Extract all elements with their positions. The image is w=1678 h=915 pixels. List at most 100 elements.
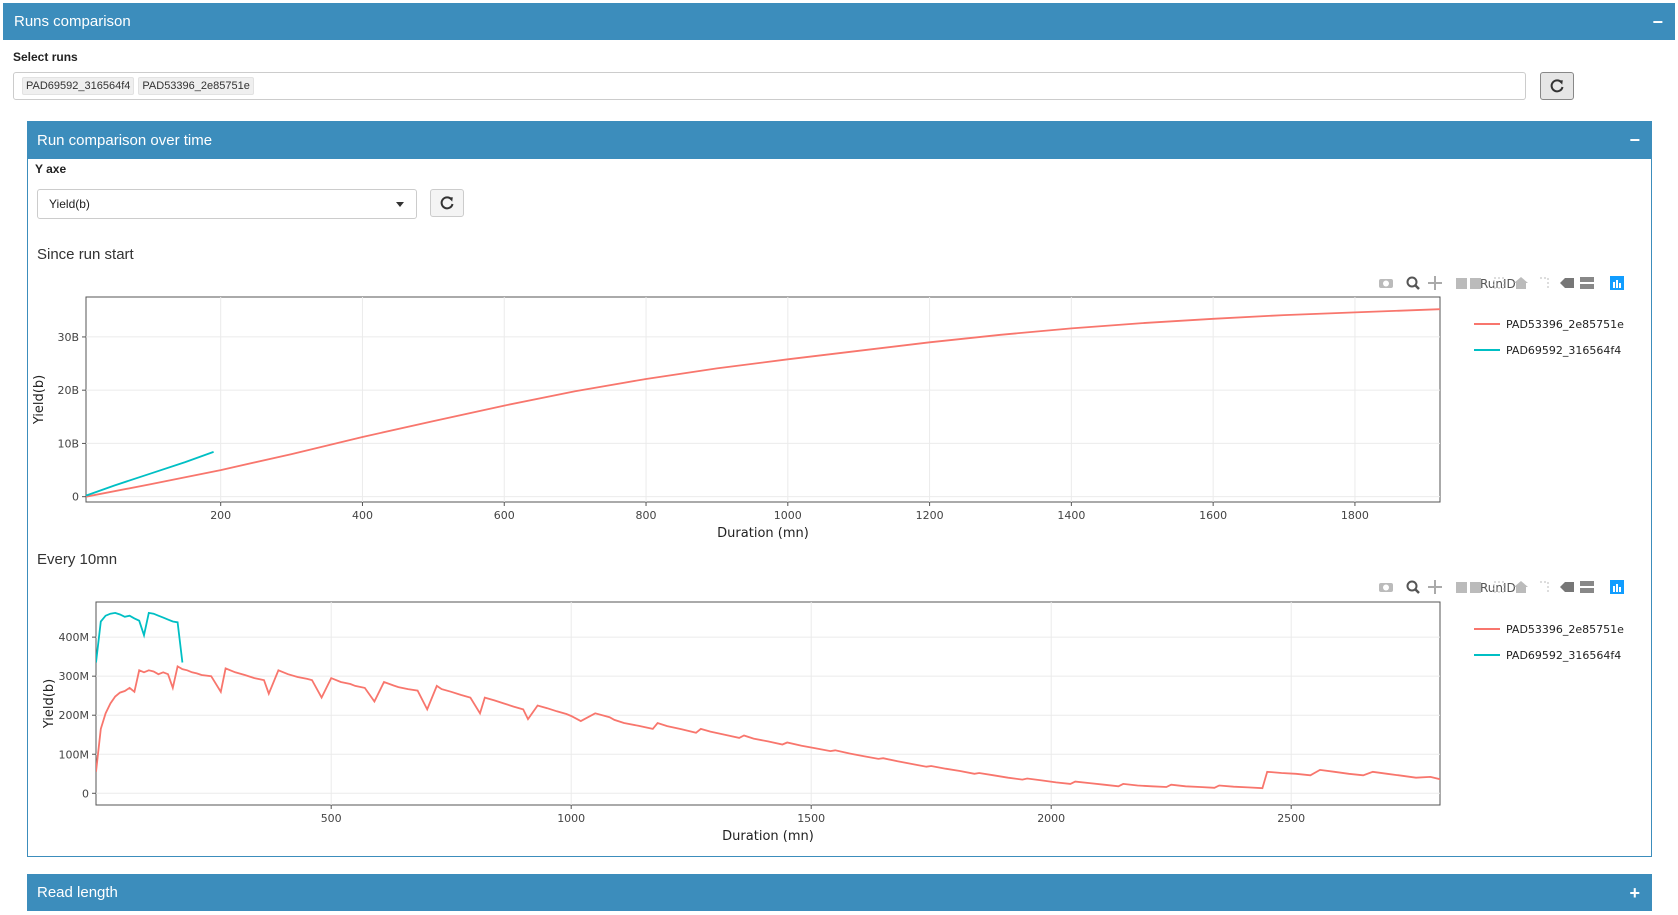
caret-down-icon bbox=[396, 201, 404, 207]
zoom-icon bbox=[1406, 580, 1420, 594]
zoom-glass bbox=[1406, 276, 1418, 288]
x-tick-label: 500 bbox=[321, 812, 342, 825]
spikelines-icon bbox=[1540, 277, 1549, 289]
legend-label: PAD53396_2e85751e bbox=[1506, 318, 1624, 331]
read-length-header: Read length + bbox=[27, 874, 1652, 911]
x-tick-label: 2000 bbox=[1037, 812, 1065, 825]
legend-title: RunID bbox=[1480, 581, 1516, 595]
select-runs-label: Select runs bbox=[13, 50, 78, 64]
run-comparison-box bbox=[27, 121, 1652, 857]
compare-top bbox=[1580, 581, 1594, 586]
plot-area bbox=[95, 601, 1441, 806]
x-tick-label: 1800 bbox=[1341, 509, 1369, 522]
y-tick-label: 30B bbox=[57, 331, 79, 344]
y-tick-label: 400M bbox=[59, 631, 90, 644]
y-tick-label: 100M bbox=[59, 748, 90, 761]
series-line-2 bbox=[86, 451, 214, 497]
modebar-1: RunID bbox=[1379, 580, 1624, 595]
zoom-glass bbox=[1406, 580, 1418, 592]
legend-label: PAD53396_2e85751e bbox=[1506, 623, 1624, 636]
chart-1-title: Since run start bbox=[37, 246, 134, 263]
home-shape bbox=[1514, 581, 1528, 593]
read-length-title: Read length bbox=[37, 884, 118, 901]
run-comparison-header: Run comparison over time − bbox=[27, 121, 1652, 159]
modebar-0: RunID bbox=[1379, 276, 1624, 291]
x-tick-label: 1000 bbox=[774, 509, 802, 522]
zoom-in-icon bbox=[1456, 278, 1467, 289]
camera-icon bbox=[1379, 583, 1393, 592]
plotly-logo-icon bbox=[1610, 276, 1624, 290]
zoom-icon bbox=[1406, 276, 1420, 290]
collapse-button[interactable]: − bbox=[1652, 11, 1663, 32]
x-axis-title: Duration (mn) bbox=[717, 526, 809, 541]
camera-lens bbox=[1383, 280, 1389, 287]
compare-bottom bbox=[1580, 588, 1594, 593]
camera-icon bbox=[1379, 279, 1393, 288]
plotly-logo-icon bbox=[1610, 580, 1624, 594]
legend-label: PAD69592_316564f4 bbox=[1506, 649, 1621, 662]
pan-icon bbox=[1428, 580, 1442, 594]
home-icon bbox=[1514, 277, 1528, 289]
chart-2-title: Every 10mn bbox=[37, 551, 118, 568]
series-line-2 bbox=[96, 611, 184, 663]
y-tick-label: 200M bbox=[59, 709, 90, 722]
hover-compare-icon bbox=[1580, 581, 1594, 593]
x-tick-label: 1000 bbox=[557, 812, 585, 825]
x-tick-label: 200 bbox=[210, 509, 231, 522]
refresh-icon bbox=[1550, 79, 1564, 93]
zoom-out-icon bbox=[1470, 278, 1481, 289]
logo-bar bbox=[1613, 282, 1615, 288]
home-shape bbox=[1514, 277, 1528, 289]
refresh-icon bbox=[440, 196, 454, 210]
expand-button[interactable]: + bbox=[1629, 882, 1640, 903]
autoscale-box bbox=[1493, 277, 1505, 289]
x-tick-label: 1600 bbox=[1199, 509, 1227, 522]
x-tick-label: 800 bbox=[636, 509, 657, 522]
y-tick-label: 10B bbox=[57, 437, 79, 450]
compare-bottom bbox=[1580, 284, 1594, 289]
home-icon bbox=[1514, 581, 1528, 593]
y-axe-label: Y axe bbox=[35, 162, 67, 176]
x-tick-label: 600 bbox=[494, 509, 515, 522]
refresh-runs-button[interactable] bbox=[1540, 72, 1574, 100]
zoom-out-icon bbox=[1470, 582, 1481, 593]
autoscale-icon bbox=[1493, 581, 1505, 593]
x-tick-label: 1500 bbox=[797, 812, 825, 825]
x-tick-label: 1400 bbox=[1057, 509, 1085, 522]
select-runs-input[interactable]: PAD69592_316564f4 PAD53396_2e85751e bbox=[13, 72, 1526, 100]
run-chip[interactable]: PAD69592_316564f4 bbox=[22, 77, 135, 95]
collapse-button[interactable]: − bbox=[1629, 130, 1640, 150]
hover-closest-icon bbox=[1560, 582, 1574, 592]
series-line-1 bbox=[86, 308, 1440, 498]
runs-comparison-title: Runs comparison bbox=[14, 13, 131, 30]
logo-bar bbox=[1616, 280, 1618, 288]
compare-top bbox=[1580, 277, 1594, 282]
y-tick-label: 0 bbox=[82, 787, 89, 800]
refresh-yaxe-button[interactable] bbox=[430, 189, 464, 217]
zoom-handle bbox=[1414, 588, 1420, 594]
x-tick-label: 400 bbox=[352, 509, 373, 522]
x-tick-label: 1200 bbox=[916, 509, 944, 522]
y-tick-label: 20B bbox=[57, 384, 79, 397]
y-tick-label: 0 bbox=[72, 491, 79, 504]
pan-icon bbox=[1428, 276, 1442, 290]
y-axis-title: Yield(b) bbox=[32, 375, 47, 425]
y-axe-select[interactable]: Yield(b) bbox=[37, 189, 417, 219]
x-axis-title: Duration (mn) bbox=[722, 829, 814, 844]
zoom-handle bbox=[1414, 284, 1420, 290]
y-axis-title: Yield(b) bbox=[42, 679, 57, 729]
zoom-in-icon bbox=[1456, 582, 1467, 593]
logo-bar bbox=[1616, 584, 1618, 592]
camera-lens bbox=[1383, 584, 1389, 591]
hover-closest-icon bbox=[1560, 278, 1574, 288]
y-tick-label: 300M bbox=[59, 670, 90, 683]
plot-area bbox=[85, 296, 1441, 503]
logo-bar bbox=[1613, 586, 1615, 592]
x-tick-label: 2500 bbox=[1277, 812, 1305, 825]
runs-comparison-header: Runs comparison − bbox=[3, 3, 1675, 40]
logo-bar bbox=[1619, 587, 1621, 592]
autoscale-box bbox=[1493, 581, 1505, 593]
logo-bar bbox=[1619, 283, 1621, 288]
run-chip[interactable]: PAD53396_2e85751e bbox=[138, 77, 254, 95]
